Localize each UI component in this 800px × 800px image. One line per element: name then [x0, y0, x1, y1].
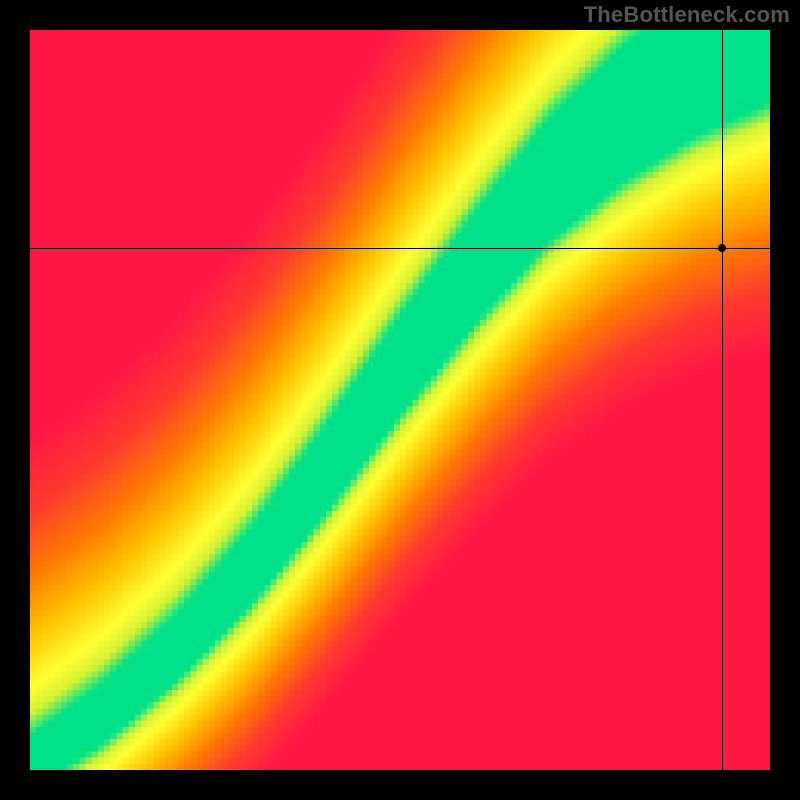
watermark-text: TheBottleneck.com: [584, 2, 790, 28]
crosshair-vertical-line: [722, 30, 723, 770]
bottleneck-heatmap: [30, 30, 770, 770]
crosshair-horizontal-line: [30, 248, 770, 249]
crosshair-marker-dot: [718, 244, 726, 252]
chart-outer: TheBottleneck.com: [0, 0, 800, 800]
plot-frame: [30, 30, 770, 770]
